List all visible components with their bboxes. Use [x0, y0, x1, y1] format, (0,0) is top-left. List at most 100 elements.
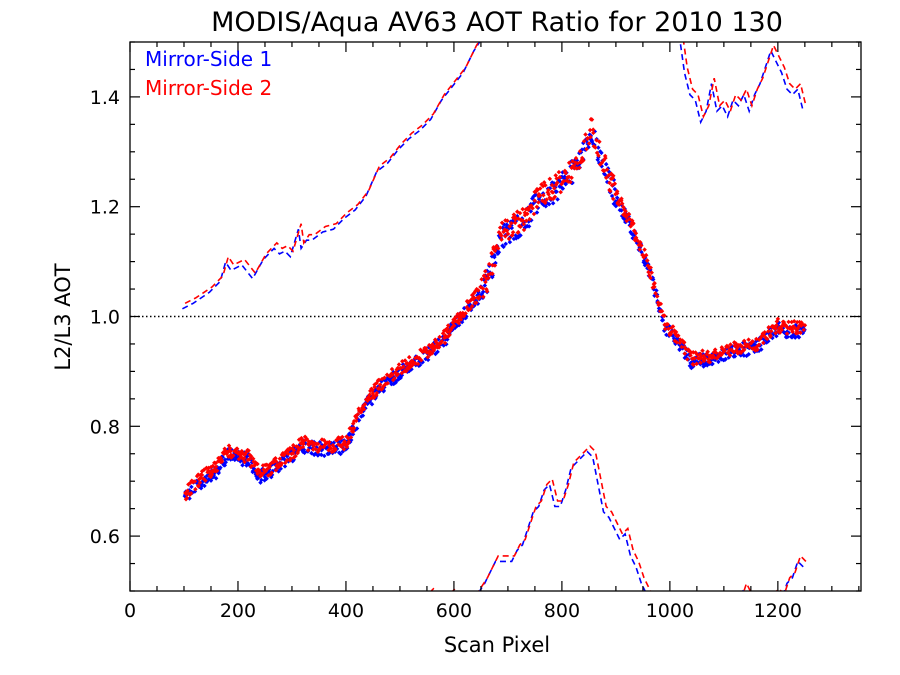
data-point: [480, 289, 486, 295]
y-tick-label: 0.8: [90, 416, 120, 438]
data-point: [477, 294, 482, 299]
data-point: [435, 349, 440, 355]
x-tick-label: 600: [436, 600, 472, 622]
data-point: [705, 349, 710, 354]
data-point: [498, 233, 504, 238]
data-point: [506, 236, 512, 242]
data-point: [796, 335, 802, 340]
data-point: [716, 359, 721, 365]
x-tick-label: 400: [328, 600, 364, 622]
legend-mirror-side-1: Mirror-Side 1: [145, 47, 272, 71]
data-point: [188, 491, 194, 496]
data-point: [247, 456, 252, 462]
data-point: [259, 477, 264, 483]
data-point: [429, 351, 435, 356]
data-point: [185, 488, 190, 494]
data-point: [775, 316, 781, 322]
data-point: [246, 448, 251, 453]
data-point: [213, 476, 219, 481]
data-point: [648, 275, 653, 281]
x-tick-label: 1200: [754, 600, 802, 622]
data-point: [660, 317, 666, 323]
data-point: [694, 361, 699, 367]
data-point: [472, 295, 477, 301]
data-point: [367, 392, 372, 397]
x-axis-label: Scan Pixel: [444, 633, 550, 657]
lower-envelope-ms2: [430, 444, 652, 591]
data-point: [453, 314, 459, 320]
data-point: [371, 395, 377, 401]
data-point: [649, 270, 654, 275]
data-point: [328, 446, 334, 451]
data-point: [348, 435, 354, 440]
data-point: [756, 342, 762, 348]
data-point: [332, 448, 338, 453]
data-point: [723, 356, 728, 362]
data-point: [746, 337, 751, 342]
data-point: [415, 361, 421, 367]
data-point: [315, 441, 321, 447]
data-point: [486, 275, 491, 281]
data-point: [754, 336, 759, 342]
data-point: [436, 345, 442, 350]
data-point: [341, 446, 347, 452]
upper-envelope-right-ms2: [682, 42, 807, 120]
data-point: [505, 231, 511, 237]
data-point: [503, 241, 508, 247]
data-point: [395, 371, 401, 377]
data-point: [741, 353, 747, 358]
data-point: [496, 249, 502, 255]
data-point: [786, 319, 791, 325]
data-point: [766, 325, 771, 330]
data-point: [338, 451, 343, 457]
data-point: [653, 291, 658, 296]
data-point: [750, 339, 755, 344]
data-point: [790, 329, 795, 335]
data-point: [362, 401, 368, 407]
data-point: [284, 458, 290, 463]
data-point: [442, 340, 448, 346]
data-point: [707, 359, 713, 365]
data-point: [403, 369, 409, 374]
data-point: [773, 330, 778, 336]
data-point: [279, 461, 284, 466]
data-point: [192, 479, 198, 484]
data-point: [199, 472, 205, 478]
data-point: [646, 269, 651, 275]
data-point: [482, 283, 488, 288]
x-tick-label: 0: [124, 600, 136, 622]
data-point: [351, 426, 357, 431]
data-point: [322, 453, 327, 459]
x-tick-label: 200: [220, 600, 256, 622]
data-point: [390, 372, 395, 378]
data-point: [492, 263, 498, 268]
data-point: [392, 376, 397, 381]
data-point: [761, 340, 766, 346]
data-point: [662, 313, 667, 318]
data-point: [762, 330, 767, 335]
data-point: [231, 453, 236, 458]
data-point: [801, 327, 807, 333]
data-point: [360, 413, 366, 418]
data-point: [353, 418, 359, 424]
data-point: [269, 470, 274, 476]
data-point: [282, 464, 288, 469]
data-point: [727, 353, 733, 358]
data-point: [652, 284, 657, 290]
data-point: [228, 449, 233, 454]
data-point: [654, 294, 660, 299]
data-point: [425, 354, 430, 360]
data-point: [399, 370, 405, 376]
data-point: [313, 446, 318, 452]
data-point: [293, 453, 298, 459]
data-point: [273, 468, 279, 473]
data-point: [476, 288, 481, 293]
data-point: [369, 401, 375, 407]
data-point: [732, 354, 738, 359]
data-point: [768, 333, 773, 338]
data-point: [372, 384, 377, 390]
data-point: [739, 344, 745, 349]
data-point: [798, 330, 803, 335]
data-point: [483, 279, 488, 285]
